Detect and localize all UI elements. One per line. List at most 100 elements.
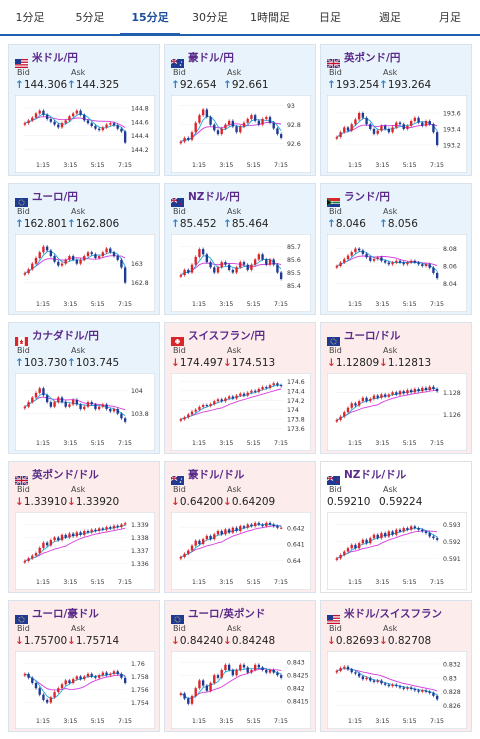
pair-name[interactable]: ユーロ/英ポンド: [188, 606, 265, 621]
candle-body: [343, 259, 345, 262]
rate-card-euraud[interactable]: ユーロ/豪ドル Bid Ask ↓1.75700 ↓1.75714 1.76 1.758 1.…: [8, 600, 160, 732]
rate-card-nzdusd[interactable]: NZドル/ドルBidAsk↑0.59210↑0.592240.5930.5920…: [320, 461, 472, 593]
pair-name[interactable]: 豪ドル/円: [188, 50, 234, 65]
candle-body: [87, 674, 89, 677]
candle-body: [432, 387, 434, 389]
candle-body: [239, 127, 241, 133]
candle-body: [347, 667, 349, 670]
pair-name[interactable]: カナダドル/円: [32, 328, 99, 343]
candle-body: [232, 396, 234, 398]
candle-body: [339, 417, 341, 420]
candle-body: [351, 403, 353, 407]
pair-name[interactable]: 米ドル/スイスフラン: [344, 606, 442, 621]
price-chart[interactable]: 93 92.8 92.6 1:15 3:15 5:15 7:15: [171, 95, 311, 173]
price-chart[interactable]: 1.76 1.758 1.756 1.754 1:15 3:15 5:15 7:15: [15, 651, 155, 729]
rate-card-gbpjpy[interactable]: 英ポンド/円 Bid Ask ↑193.254 ↑193.264 193.6 193.4 19…: [320, 44, 472, 176]
price-chart[interactable]: 0.832 0.83 0.828 0.826 1:15 3:15 5:15 7:15: [327, 651, 467, 729]
candle-body: [362, 676, 364, 679]
candle-body: [109, 409, 111, 411]
candle-body: [258, 523, 260, 525]
rate-card-audusd[interactable]: 豪ドル/ドル Bid Ask ↓0.64200 ↓0.64209 0.642 0.641 0.…: [164, 461, 316, 593]
tab-2[interactable]: 5分足: [60, 0, 120, 34]
bid-label: Bid: [17, 346, 30, 355]
rate-card-usdchf[interactable]: 米ドル/スイスフラン Bid Ask ↓0.82693 ↓0.82708 0.832 0.8…: [320, 600, 472, 732]
candle-body: [384, 683, 386, 684]
candle-body: [94, 404, 96, 409]
candle-body: [380, 681, 382, 684]
tab-5[interactable]: 1時間足: [240, 0, 300, 34]
pair-name[interactable]: 英ポンド/円: [344, 50, 400, 65]
y-tick-label: 144.8: [131, 105, 149, 112]
candle-body: [217, 675, 219, 678]
tab-1[interactable]: 1分足: [0, 0, 60, 34]
ask-label: Ask: [227, 485, 241, 494]
candle-body: [343, 412, 345, 416]
rate-card-eurusd[interactable]: ユーロ/ドル Bid Ask ↓1.12809 ↓1.12813 1.128 1.126 1:…: [320, 322, 472, 454]
trend-arrow-icon: ↑: [171, 79, 180, 91]
candle-body: [429, 533, 431, 536]
rate-card-nzdjpy[interactable]: NZドル/円 Bid Ask ↑85.452 ↑85.464 85.7 85.6 85.5 85…: [164, 183, 316, 315]
price-chart[interactable]: 0.593 0.592 0.591 1:15 3:15 5:15 7:15: [327, 512, 467, 590]
candle-body: [358, 249, 360, 251]
y-tick-label: 174.4: [287, 388, 305, 395]
candle-body: [280, 528, 282, 529]
pair-name[interactable]: ユーロ/豪ドル: [32, 606, 99, 621]
pair-name[interactable]: 米ドル/円: [32, 50, 78, 65]
x-tick-label: 1:15: [348, 440, 362, 447]
candle-body: [98, 256, 100, 258]
pair-name[interactable]: 豪ドル/ドル: [188, 467, 244, 482]
x-tick-label: 7:15: [274, 718, 288, 725]
candle-body: [261, 119, 263, 125]
rate-card-usdjpy[interactable]: 米ドル/円 Bid Ask ↑144.306 ↑144.325 144.8 144.6 144…: [8, 44, 160, 176]
price-chart[interactable]: 163 162.8 1:15 3:15 5:15 7:15: [15, 234, 155, 312]
rate-card-cadjpy[interactable]: カナダドル/円 Bid Ask ↑103.730 ↑103.745 104 103.8 1:1…: [8, 322, 160, 454]
bid-value: ↑193.254: [327, 79, 379, 91]
rate-card-chfjpy[interactable]: スイスフラン/円 Bid Ask ↓174.497 ↓174.513 174.6 174.4…: [164, 322, 316, 454]
rate-card-gbpusd[interactable]: 英ポンド/ドル Bid Ask ↓1.33910 ↓1.33920 1.339 1.338 1…: [8, 461, 160, 593]
tab-6[interactable]: 日足: [300, 0, 360, 34]
candle-body: [46, 115, 48, 119]
price-chart[interactable]: 0.843 0.8425 0.842 0.8415 1:15 3:15 5:15 7:15: [171, 651, 311, 729]
chart-svg: 8.088.068.041:15 3:15 5:15 7:15: [327, 234, 467, 312]
candle-body: [109, 674, 111, 675]
candle-body: [232, 121, 234, 127]
rate-card-eurjpy[interactable]: ユーロ/円 Bid Ask ↑162.801 ↑162.806 163 162.8 1:15 3…: [8, 183, 160, 315]
candle-body: [273, 383, 275, 385]
rate-card-zarjpy[interactable]: ランド/円 Bid Ask ↑8.046 ↑8.056 8.08 8.06 8.04 1:15 3…: [320, 183, 472, 315]
candle-body: [50, 697, 52, 702]
x-tick-label: 7:15: [274, 301, 288, 308]
candle-body: [351, 669, 353, 672]
pair-name[interactable]: スイスフラン/円: [188, 328, 265, 343]
price-chart[interactable]: 174.6 174.4 174.2 174 173.8 173.6 1:15 3:15 5:15…: [171, 373, 311, 451]
price-chart[interactable]: 193.6 193.4 193.2 1:15 3:15 5:15 7:15: [327, 95, 467, 173]
pair-name[interactable]: NZドル/ドル: [344, 467, 406, 482]
x-tick-label: 3:15: [63, 579, 77, 586]
pair-name[interactable]: NZドル/円: [188, 189, 240, 204]
price-chart[interactable]: 0.642 0.641 0.64 1:15 3:15 5:15 7:15: [171, 512, 311, 590]
candle-body: [239, 665, 241, 670]
pair-name[interactable]: ユーロ/ドル: [344, 328, 400, 343]
candle-body: [395, 530, 397, 535]
pair-name[interactable]: ランド/円: [344, 189, 390, 204]
price-chart[interactable]: 144.8 144.6 144.4 144.2 1:15 3:15 5:15 7:15: [15, 95, 155, 173]
candle-body: [57, 397, 59, 402]
candle-body: [384, 533, 386, 536]
rate-card-eurgbp[interactable]: ユーロ/英ポンド Bid Ask ↓0.84240 ↓0.84248 0.843 0.842…: [164, 600, 316, 732]
ask-value: ↓1.33920: [67, 496, 119, 508]
pair-name[interactable]: ユーロ/円: [32, 189, 78, 204]
price-chart[interactable]: 8.08 8.06 8.04 1:15 3:15 5:15 7:15: [327, 234, 467, 312]
pair-name[interactable]: 英ポンド/ドル: [32, 467, 99, 482]
candle-body: [369, 678, 371, 681]
price-chart[interactable]: 1.128 1.126 1:15 3:15 5:15 7:15: [327, 373, 467, 451]
candle-body: [269, 523, 271, 525]
candle-body: [261, 387, 263, 389]
tab-3[interactable]: 15分足: [120, 0, 180, 36]
tab-8[interactable]: 月足: [420, 0, 480, 34]
trend-arrow-icon: ↓: [67, 496, 76, 508]
price-chart[interactable]: 1.339 1.338 1.337 1.336 1:15 3:15 5:15 7:15: [15, 512, 155, 590]
tab-7[interactable]: 週足: [360, 0, 420, 34]
price-chart[interactable]: 85.7 85.6 85.5 85.4 1:15 3:15 5:15 7:15: [171, 234, 311, 312]
tab-4[interactable]: 30分足: [180, 0, 240, 34]
rate-card-audjpy[interactable]: 豪ドル/円 Bid Ask ↑92.654 ↑92.661 93 92.8 92.6 1:15 3…: [164, 44, 316, 176]
price-chart[interactable]: 104 103.8 1:15 3:15 5:15 7:15: [15, 373, 155, 451]
